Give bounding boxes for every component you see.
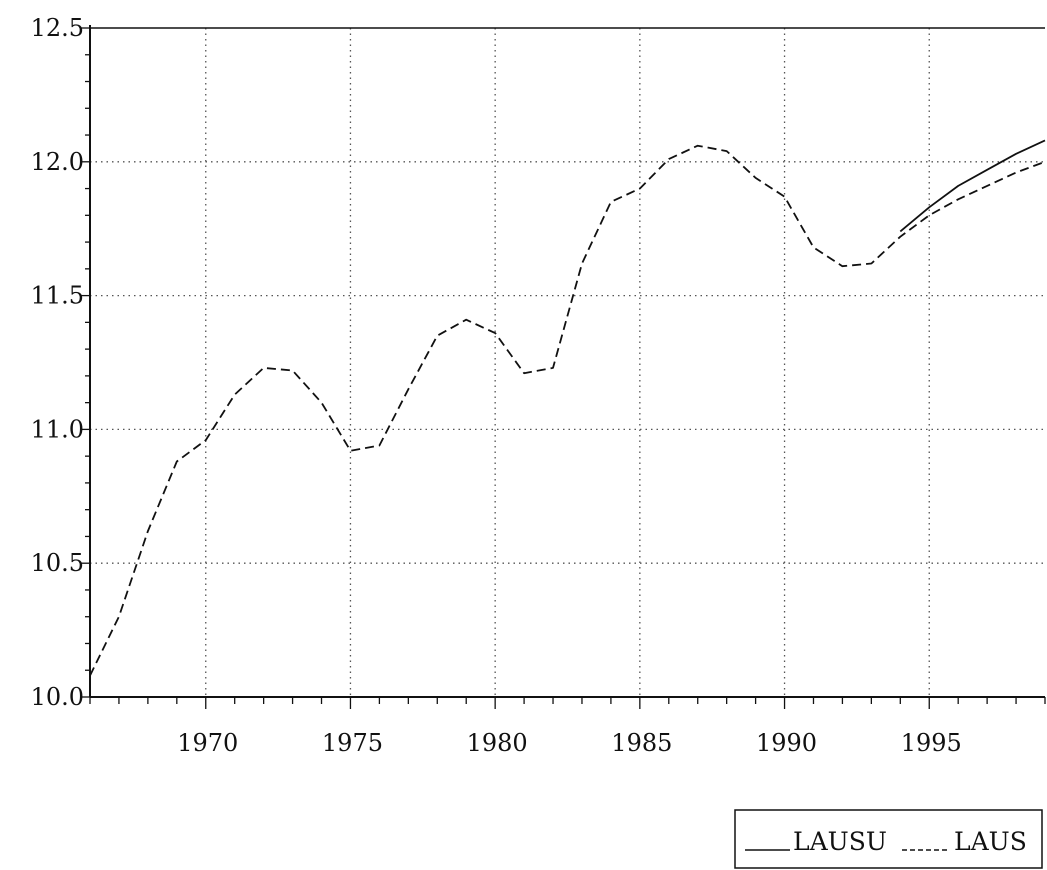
legend-label-laus: LAUS — [954, 827, 1027, 856]
legend: LAUSU LAUS — [734, 809, 1043, 869]
y-tick-label: 10.0 — [31, 683, 84, 711]
tick-labels: 10.0 10.5 11.0 11.5 12.0 12.5 1970 1975 1980 1985… — [31, 14, 962, 757]
x-tick-label: 1975 — [322, 729, 383, 757]
x-tick-label: 1995 — [901, 729, 962, 757]
y-tick-label: 12.5 — [31, 14, 84, 42]
x-tick-label: 1970 — [177, 729, 238, 757]
legend-label-lausu: LAUSU — [793, 827, 887, 856]
x-tick-label: 1980 — [467, 729, 528, 757]
y-tick-label: 11.5 — [31, 282, 84, 310]
series-line-laus — [89, 144, 1046, 676]
series-line-lausu — [899, 139, 1046, 233]
grid — [90, 28, 1045, 697]
y-tick-label: 10.5 — [31, 549, 84, 577]
legend-box — [734, 809, 1043, 869]
x-tick-label: 1990 — [756, 729, 817, 757]
series-layer — [89, 139, 1046, 676]
y-tick-label: 12.0 — [31, 148, 84, 176]
y-tick-label: 11.0 — [31, 415, 84, 443]
axes — [81, 25, 1046, 709]
x-tick-label: 1985 — [611, 729, 672, 757]
